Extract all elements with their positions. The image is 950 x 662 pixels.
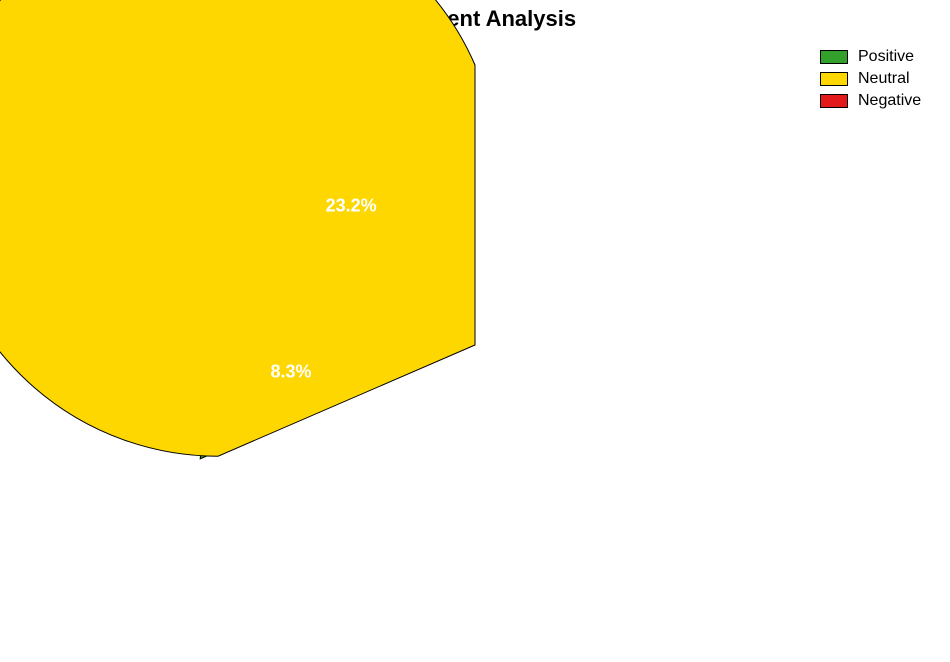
legend-swatch — [820, 94, 848, 108]
pie-svg — [0, 0, 950, 662]
sentiment-pie-chart: Sentiment Analysis 23.2%8.3%68.5% Positi… — [0, 0, 950, 662]
legend-swatch — [820, 72, 848, 86]
legend: Positive Neutral Negative — [820, 48, 921, 114]
pie-slice-neutral — [0, 0, 475, 456]
legend-label: Negative — [858, 92, 921, 110]
pie-label-neutral: 68.5% — [590, 427, 641, 448]
legend-item: Neutral — [820, 70, 921, 88]
legend-label: Neutral — [858, 70, 910, 88]
legend-item: Positive — [820, 48, 921, 66]
pie-label-negative: 23.2% — [326, 196, 377, 217]
legend-label: Positive — [858, 48, 914, 66]
pie-label-positive: 8.3% — [271, 362, 312, 383]
legend-swatch — [820, 50, 848, 64]
legend-item: Negative — [820, 92, 921, 110]
